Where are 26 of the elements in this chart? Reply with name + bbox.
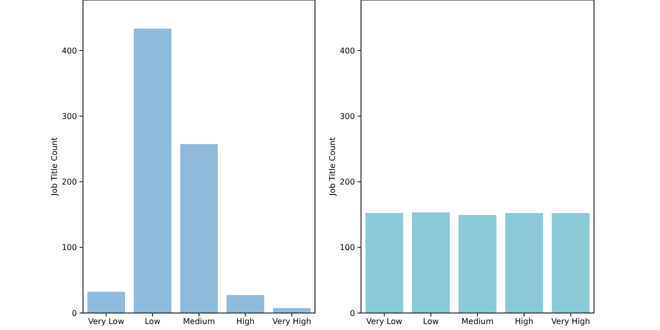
x-tick-label: Very High xyxy=(272,317,312,326)
bar xyxy=(180,144,218,314)
y-axis-title: Job Title Count xyxy=(328,137,337,197)
y-tick-label: 300 xyxy=(340,112,355,121)
y-tick-label: 300 xyxy=(62,112,77,121)
x-tick-label: High xyxy=(236,317,255,326)
y-tick-label: 200 xyxy=(62,178,77,187)
x-tick-label: Medium xyxy=(462,317,494,326)
x-tick-label: Medium xyxy=(183,317,216,326)
bar xyxy=(226,295,264,314)
x-tick-label: Low xyxy=(423,317,440,326)
y-tick-label: 200 xyxy=(340,178,355,187)
y-tick-label: 0 xyxy=(72,308,77,318)
bar xyxy=(87,292,126,314)
y-tick-label: 400 xyxy=(340,46,355,56)
x-tick-label: Low xyxy=(144,317,161,326)
y-tick-label: 100 xyxy=(340,243,355,252)
x-tick-label: Very High xyxy=(551,317,590,326)
y-tick-label: 400 xyxy=(62,46,77,56)
y-tick-label: 0 xyxy=(350,308,355,318)
bar xyxy=(134,28,172,314)
x-tick-label: Very Low xyxy=(88,317,125,326)
y-tick-label: 100 xyxy=(62,243,77,252)
y-axis-title: Job Title Count xyxy=(50,137,59,197)
x-tick-label: Very Low xyxy=(366,317,403,326)
x-tick-label: High xyxy=(514,317,534,326)
